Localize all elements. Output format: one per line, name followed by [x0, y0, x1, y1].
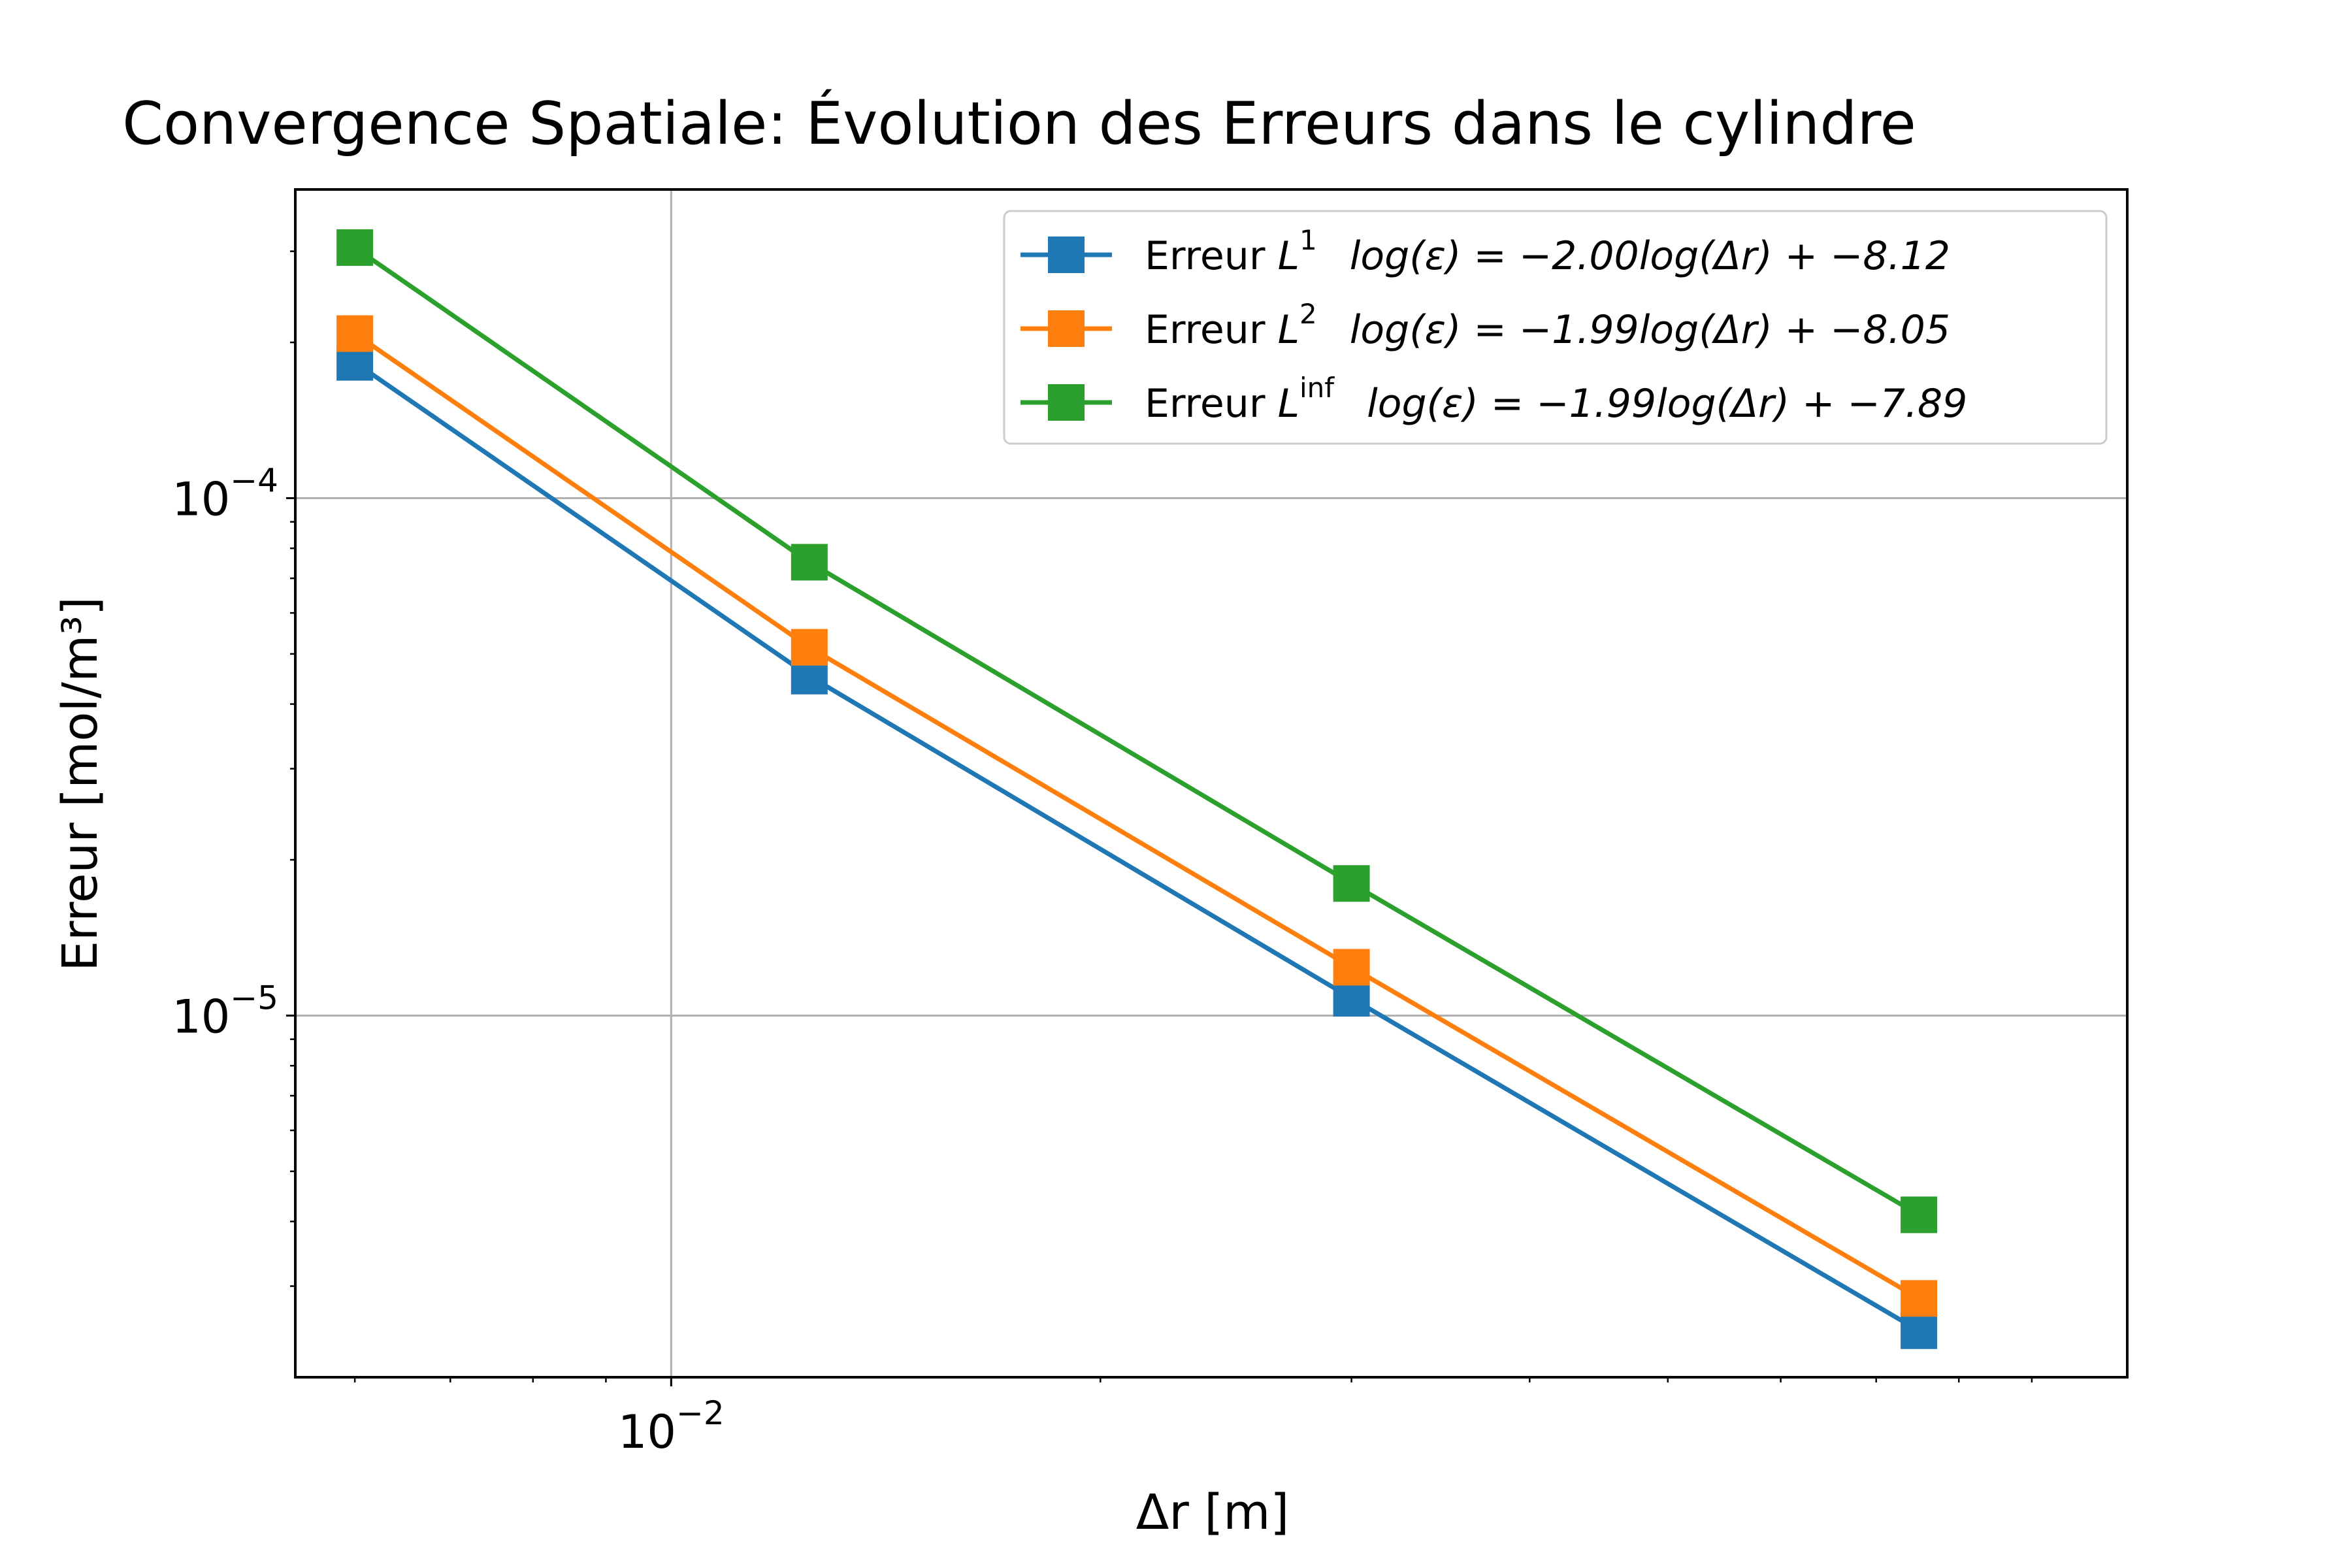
legend-entry: Erreur L1 log(ε) = −2.00log(Δr) + −8.12: [1021, 224, 1950, 279]
data-point: [1333, 865, 1370, 902]
series-3: [336, 229, 1938, 1233]
data-point: [1333, 949, 1370, 986]
series-line: [353, 331, 1920, 1301]
y-axis-label: Erreur [mol/m³]: [52, 596, 108, 971]
axis-layer: 10−4 10−5 10−2: [172, 250, 2033, 1459]
legend-label: Erreur L1 log(ε) = −2.00log(Δr) + −8.12: [1145, 224, 1950, 279]
x-axis-label: Δr [m]: [1136, 1484, 1289, 1541]
grid-layer: [295, 189, 2127, 1377]
plot-frame: [294, 188, 2129, 1379]
data-point: [336, 315, 374, 352]
data-point: [791, 629, 828, 666]
legend-marker: [1048, 237, 1085, 273]
legend-label: Erreur Linf log(ε) = −1.99log(Δr) + −7.89: [1145, 372, 1967, 427]
y-tick-label: 10−5: [172, 979, 278, 1043]
data-point: [336, 229, 374, 266]
series-line: [353, 360, 1920, 1333]
legend-marker: [1048, 384, 1085, 421]
series-2: [336, 315, 1938, 1317]
legend-entry: Erreur Linf log(ε) = −1.99log(Δr) + −7.89: [1021, 372, 1967, 427]
legend-marker: [1048, 310, 1085, 347]
series-line: [353, 246, 1920, 1217]
legend-entry: Erreur L2 log(ε) = −1.99log(Δr) + −8.05: [1021, 298, 1950, 353]
legend-label: Erreur L2 log(ε) = −1.99log(Δr) + −8.05: [1145, 298, 1950, 353]
data-point: [1901, 1312, 1938, 1349]
legend: Erreur L1 log(ε) = −2.00log(Δr) + −8.12 Er…: [1003, 210, 2108, 445]
data-point: [1333, 979, 1370, 1017]
x-tick-label: 10−2: [618, 1394, 725, 1459]
series-layer: [336, 229, 1938, 1349]
chart-title: Convergence Spatiale: Évolution des Erre…: [122, 88, 1916, 158]
data-point: [1901, 1196, 1938, 1233]
y-tick-label: 10−4: [172, 461, 278, 526]
legend-box: [1003, 210, 2108, 445]
data-point: [1901, 1280, 1938, 1317]
data-point: [791, 544, 828, 581]
